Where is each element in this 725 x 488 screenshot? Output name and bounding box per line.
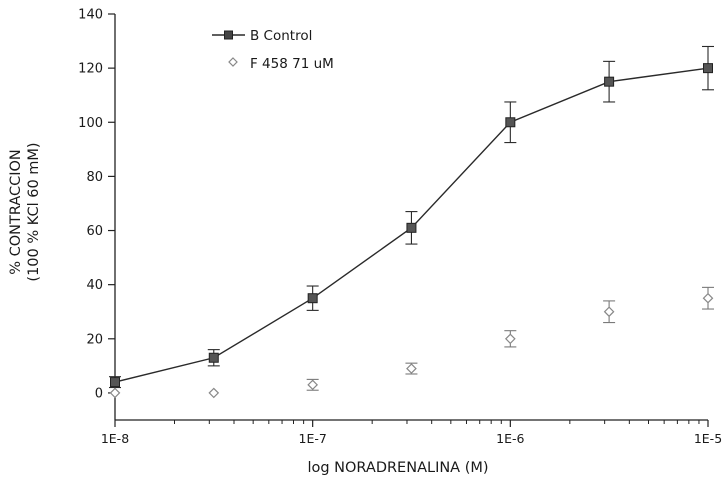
y-tick-label: 20	[86, 332, 103, 347]
y-tick-label: 0	[95, 386, 103, 401]
legend-f45871-marker	[228, 57, 238, 67]
x-tick-label: 1E-8	[101, 431, 129, 446]
data-point-square	[110, 377, 120, 388]
legend-f45871-label: F 458 71 uM	[250, 56, 334, 72]
y-axis-title-line2: (100 % KCl 60 mM)	[26, 142, 42, 281]
ticks: 0 20 40 60 80 100 120 140 1E-8 1E-7 1E-6 1E-5	[78, 8, 722, 447]
y-axis-title-line1: % CONTRACCION	[8, 149, 24, 275]
legend-control-marker	[224, 30, 233, 40]
data-point-square	[604, 76, 615, 87]
data-point-diamond	[307, 379, 319, 391]
data-point-diamond	[603, 306, 615, 318]
data-point-square	[703, 63, 713, 74]
data-point-diamond	[208, 387, 220, 399]
y-tick-label: 120	[78, 62, 103, 77]
series-layer	[109, 45, 714, 399]
data-point-diamond	[504, 333, 516, 345]
x-tick-label: 1E-7	[299, 431, 327, 446]
x-tick-label: 1E-6	[496, 431, 524, 446]
legend-entry-f45871: F 458 71 uM	[228, 56, 334, 72]
legend-entry-control: B Control	[212, 28, 312, 44]
legend: B Control F 458 71 uM	[212, 28, 334, 72]
series-control	[109, 45, 714, 389]
legend-control-label: B Control	[250, 28, 312, 44]
y-tick-label: 40	[86, 278, 103, 293]
x-axis-title: log NORADRENALINA (M)	[307, 460, 488, 476]
y-tick-label: 140	[78, 8, 103, 23]
series-f45871	[109, 286, 714, 399]
y-tick-label: 100	[78, 116, 103, 131]
x-tick-label: 1E-5	[694, 431, 722, 446]
data-point-diamond	[109, 387, 121, 399]
data-point-square	[505, 117, 516, 128]
axes	[114, 14, 708, 421]
y-tick-label: 60	[86, 224, 103, 239]
y-axis-title: % CONTRACCION (100 % KCl 60 mM)	[8, 142, 42, 281]
data-point-diamond	[702, 292, 714, 304]
data-point-square	[208, 352, 219, 363]
data-point-square	[307, 293, 318, 304]
data-point-diamond	[406, 363, 417, 374]
y-tick-label: 80	[86, 170, 103, 185]
data-point-square	[406, 222, 417, 233]
